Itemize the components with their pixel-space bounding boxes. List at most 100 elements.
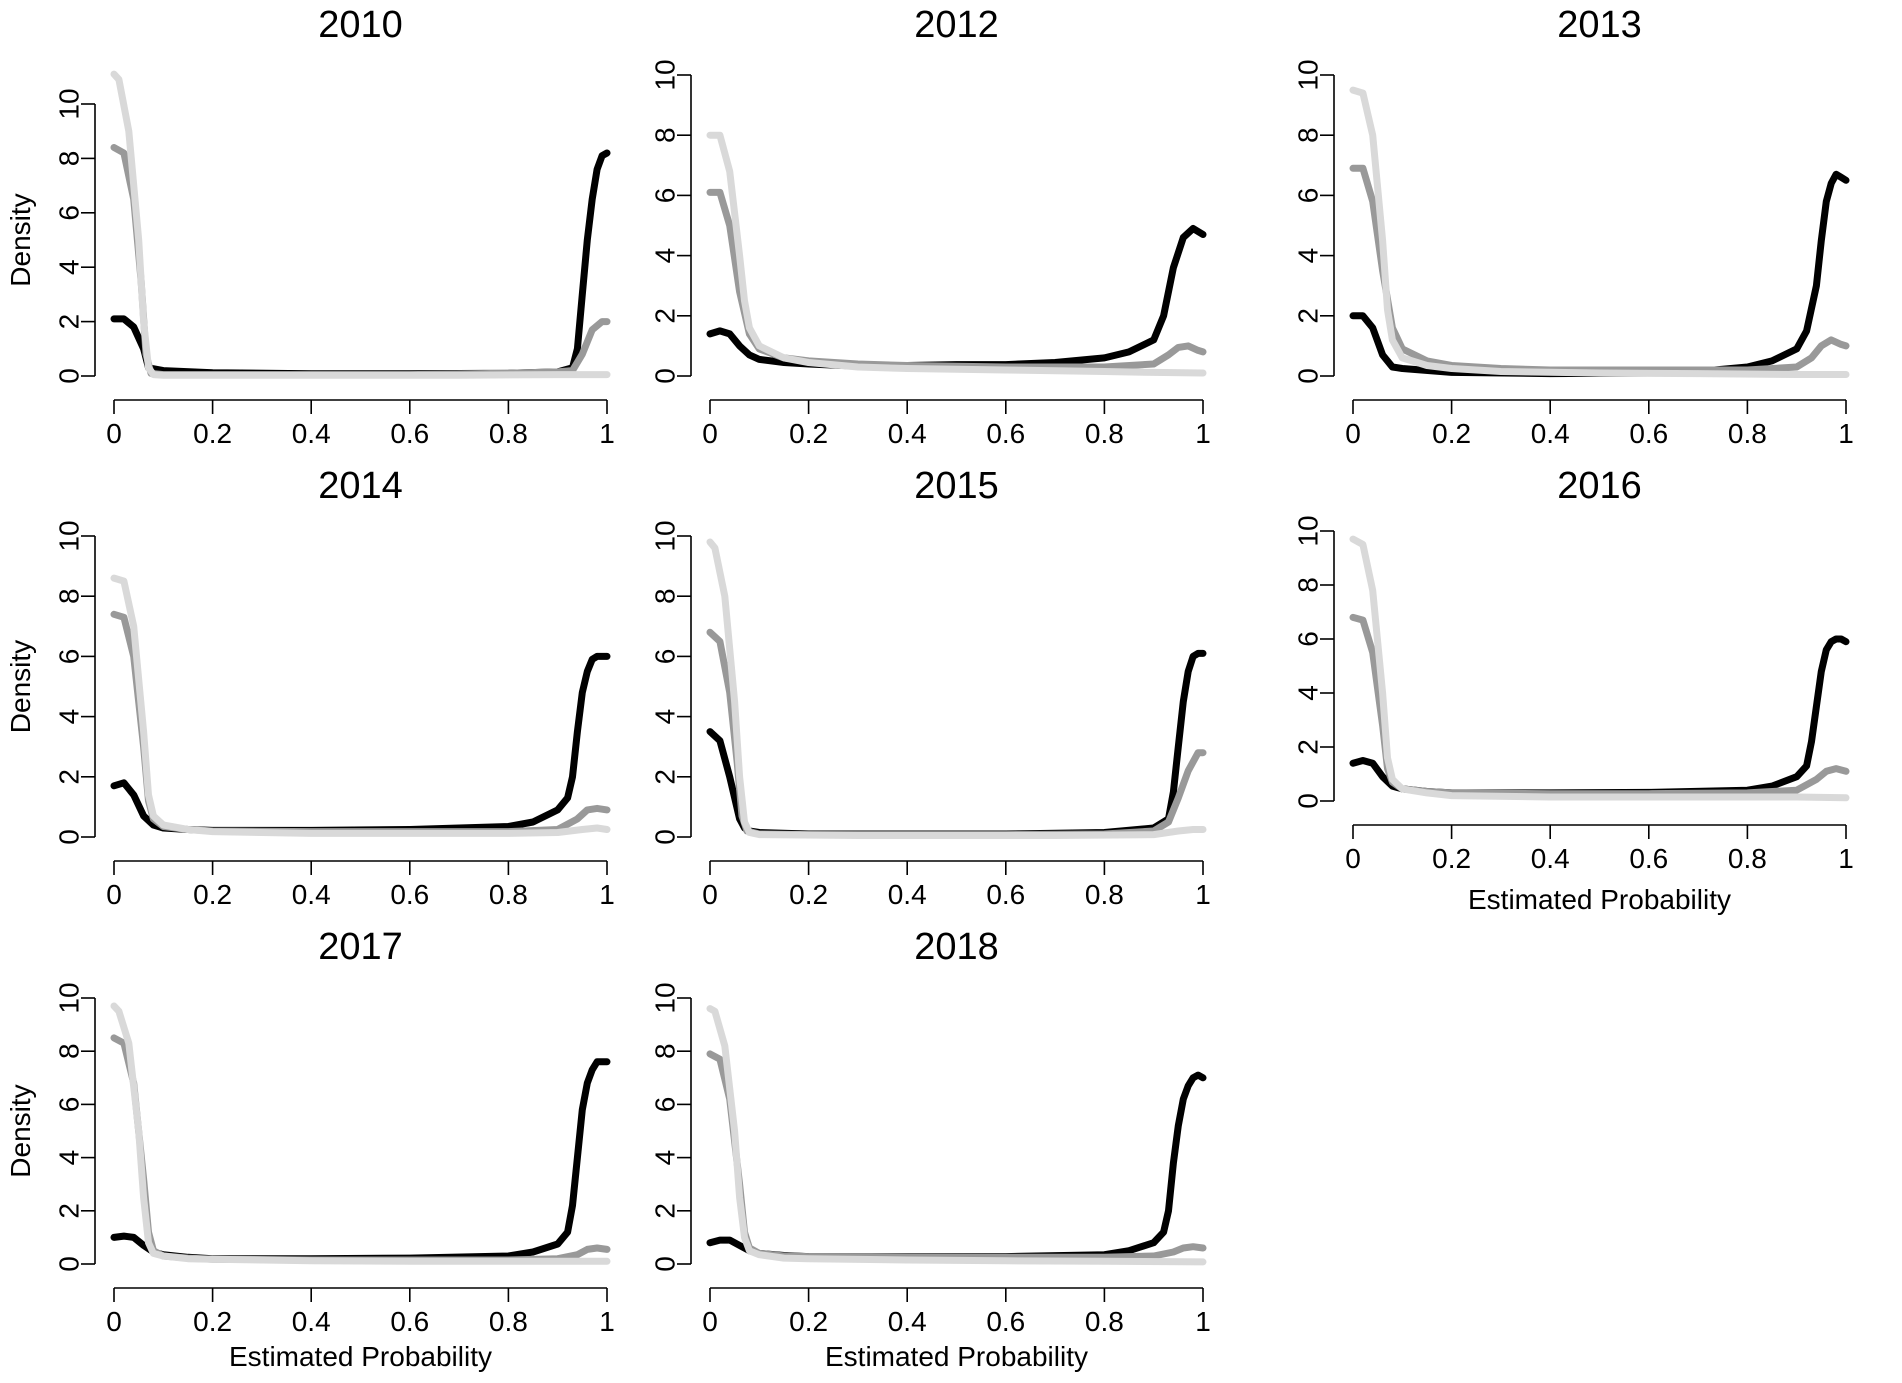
gray-density-line — [706, 1050, 1207, 1261]
gray-density-line — [706, 188, 1207, 371]
y-tick-label: 6 — [1293, 631, 1324, 647]
panel-2015: 2015 0 2 4 6 8 10 0 0.2 0.4 0.6 0.8 1 — [650, 465, 1211, 910]
y-tick-label: 8 — [54, 1043, 85, 1059]
y-tick-label: 2 — [54, 769, 85, 785]
y-tick-label: 2 — [1293, 308, 1324, 324]
black-density-line — [110, 149, 611, 378]
y-tick-label: 8 — [54, 151, 85, 167]
light-gray-density-line — [110, 574, 611, 837]
gray-density-line — [110, 144, 611, 379]
y-tick-label: 10 — [1293, 59, 1324, 90]
panel-title: 2012 — [914, 4, 999, 46]
y-tick-label: 2 — [1293, 739, 1324, 755]
x-tick-label: 0.4 — [888, 418, 927, 449]
black-density-line — [110, 1058, 611, 1263]
x-tick-label: 1 — [1195, 879, 1211, 910]
gray-density-line — [1349, 613, 1850, 798]
panel-title: 2014 — [318, 465, 403, 507]
panel-2016: 2016 0 2 4 6 8 10 0 0.2 0.4 0.6 0.8 1 Estimated Proba… — [1293, 465, 1854, 915]
x-tick-label: 0 — [702, 879, 718, 910]
black-density-line — [706, 225, 1207, 370]
x-tick-label: 1 — [599, 418, 615, 449]
y-tick-label: 6 — [650, 188, 681, 204]
x-tick-label: 0 — [702, 418, 718, 449]
panel-2017: 2017 0 2 4 6 8 10 0 0.2 0.4 0.6 0.8 1 Density Estimate… — [5, 926, 615, 1372]
x-tick-label: 1 — [1195, 1306, 1211, 1337]
y-tick-label: 0 — [54, 829, 85, 845]
x-tick-label: 0.6 — [986, 418, 1025, 449]
y-tick-label: 10 — [1293, 515, 1324, 546]
x-tick-label: 0.4 — [292, 418, 331, 449]
x-tick-label: 0 — [702, 1306, 718, 1337]
y-tick-label: 0 — [650, 368, 681, 384]
y-tick-label: 8 — [650, 1043, 681, 1059]
y-tick-label: 0 — [1293, 368, 1324, 384]
x-tick-label: 0.2 — [789, 879, 828, 910]
x-tick-label: 0 — [106, 418, 122, 449]
y-tick-label: 0 — [650, 1256, 681, 1272]
x-tick-label: 0.2 — [789, 1306, 828, 1337]
x-tick-label: 0.4 — [292, 1306, 331, 1337]
y-tick-label: 10 — [650, 982, 681, 1013]
black-density-line — [706, 649, 1207, 838]
panel-title: 2018 — [914, 926, 999, 968]
y-tick-label: 2 — [54, 314, 85, 330]
x-tick-label: 1 — [1195, 418, 1211, 449]
x-tick-label: 0.4 — [888, 879, 927, 910]
panel-2014: 2014 0 2 4 6 8 10 0 0.2 0.4 0.6 0.8 1 Density — [5, 465, 615, 910]
x-tick-label: 0.8 — [1728, 843, 1767, 874]
y-tick-label: 10 — [54, 520, 85, 551]
y-tick-label: 8 — [1293, 577, 1324, 593]
y-tick-label: 6 — [54, 205, 85, 221]
y-tick-label: 4 — [54, 259, 85, 275]
y-tick-label: 10 — [650, 59, 681, 90]
y-tick-label: 0 — [1293, 793, 1324, 809]
gray-density-line — [1349, 164, 1850, 374]
x-tick-label: 0.8 — [1085, 879, 1124, 910]
light-gray-density-line — [706, 1005, 1207, 1266]
light-gray-density-line — [706, 538, 1207, 839]
light-gray-density-line — [1349, 535, 1850, 802]
x-tick-label: 0.6 — [390, 1306, 429, 1337]
light-gray-density-line — [110, 70, 611, 379]
y-tick-label: 6 — [54, 649, 85, 665]
light-gray-density-line — [706, 131, 1207, 377]
y-tick-label: 4 — [54, 709, 85, 725]
x-tick-label: 0.2 — [1432, 418, 1471, 449]
x-tick-label: 0.6 — [986, 1306, 1025, 1337]
panel-title: 2015 — [914, 465, 999, 507]
y-tick-label: 4 — [650, 248, 681, 264]
panel-title: 2010 — [318, 4, 403, 46]
x-tick-label: 1 — [1838, 843, 1854, 874]
x-tick-label: 1 — [599, 879, 615, 910]
x-tick-label: 0.4 — [1531, 843, 1570, 874]
y-tick-label: 8 — [54, 588, 85, 604]
gray-density-line — [706, 628, 1207, 839]
y-tick-label: 4 — [1293, 685, 1324, 701]
black-density-line — [706, 1071, 1207, 1261]
x-tick-label: 1 — [1838, 418, 1854, 449]
x-tick-label: 0 — [106, 1306, 122, 1337]
x-tick-label: 0.8 — [1085, 1306, 1124, 1337]
x-tick-label: 0.2 — [1432, 843, 1471, 874]
x-tick-label: 0.8 — [1085, 418, 1124, 449]
x-tick-label: 0 — [1345, 843, 1361, 874]
x-tick-label: 0.2 — [789, 418, 828, 449]
panel-title: 2013 — [1557, 4, 1642, 46]
y-tick-label: 10 — [54, 982, 85, 1013]
y-tick-label: 2 — [650, 1203, 681, 1219]
x-axis-title: Estimated Probability — [229, 1341, 492, 1372]
y-tick-label: 6 — [650, 1097, 681, 1113]
y-tick-label: 4 — [650, 1150, 681, 1166]
y-tick-label: 8 — [1293, 127, 1324, 143]
y-tick-label: 8 — [650, 588, 681, 604]
y-tick-label: 0 — [650, 829, 681, 845]
x-tick-label: 0.6 — [1629, 418, 1668, 449]
black-density-line — [110, 652, 611, 834]
y-tick-label: 6 — [54, 1097, 85, 1113]
y-axis-title: Density — [5, 193, 36, 286]
panel-title: 2017 — [318, 926, 403, 968]
x-tick-label: 0 — [106, 879, 122, 910]
y-tick-label: 4 — [54, 1150, 85, 1166]
